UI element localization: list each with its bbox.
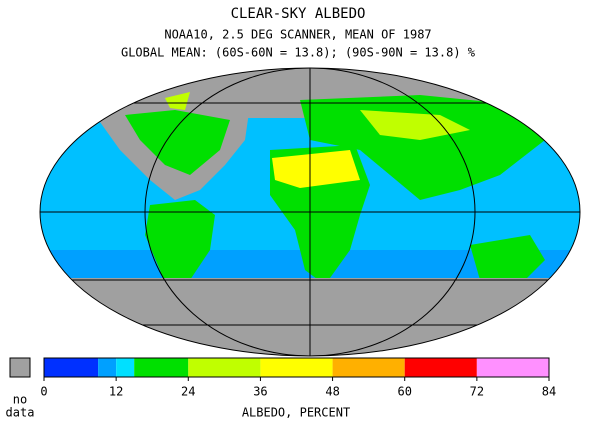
asia-bright bbox=[360, 110, 470, 140]
no-data-swatch bbox=[9, 357, 31, 378]
colorbar-tick-label: 84 bbox=[542, 385, 556, 399]
colorbar-segment bbox=[116, 358, 135, 377]
colorbar-segment bbox=[44, 358, 99, 377]
colorbar-tick-label: 12 bbox=[109, 385, 123, 399]
colorbar: 0 12 24 36 48 60 72 84 bbox=[40, 357, 556, 399]
sahara bbox=[272, 150, 360, 188]
title: CLEAR-SKY ALBEDO bbox=[231, 6, 366, 22]
colorbar-frame bbox=[43, 357, 550, 378]
map bbox=[40, 68, 580, 356]
colorbar-segment bbox=[98, 358, 117, 377]
colorbar-tick-label: 24 bbox=[181, 385, 195, 399]
global-mean: GLOBAL MEAN: (60S-60N = 13.8); (90S-90N … bbox=[121, 46, 476, 60]
no-data-label: no bbox=[13, 393, 27, 407]
north-america-land bbox=[125, 110, 230, 175]
colorbar-segment bbox=[332, 358, 405, 377]
colorbar-tick-label: 72 bbox=[470, 385, 484, 399]
colorbar-tick-label: 48 bbox=[325, 385, 339, 399]
eurasia bbox=[300, 95, 545, 200]
colorbar-tick-label: 0 bbox=[40, 385, 47, 399]
colorbar-segment bbox=[134, 358, 189, 377]
subtitle: NOAA10, 2.5 DEG SCANNER, MEAN OF 1987 bbox=[164, 28, 431, 42]
colorbar-label: ALBEDO, PERCENT bbox=[242, 406, 350, 420]
colorbar-segment bbox=[260, 358, 333, 377]
no-data-label: data bbox=[6, 406, 35, 420]
colorbar-tick-label: 36 bbox=[253, 385, 267, 399]
meridian bbox=[144, 68, 476, 356]
greenland bbox=[165, 92, 190, 110]
australia bbox=[470, 235, 545, 285]
colorbar-segment bbox=[188, 358, 261, 377]
colorbar-tick-label: 60 bbox=[397, 385, 411, 399]
globe-outline bbox=[39, 67, 581, 357]
colorbar-segment bbox=[404, 358, 477, 377]
south-america bbox=[145, 200, 215, 300]
colorbar-segment bbox=[476, 358, 549, 377]
